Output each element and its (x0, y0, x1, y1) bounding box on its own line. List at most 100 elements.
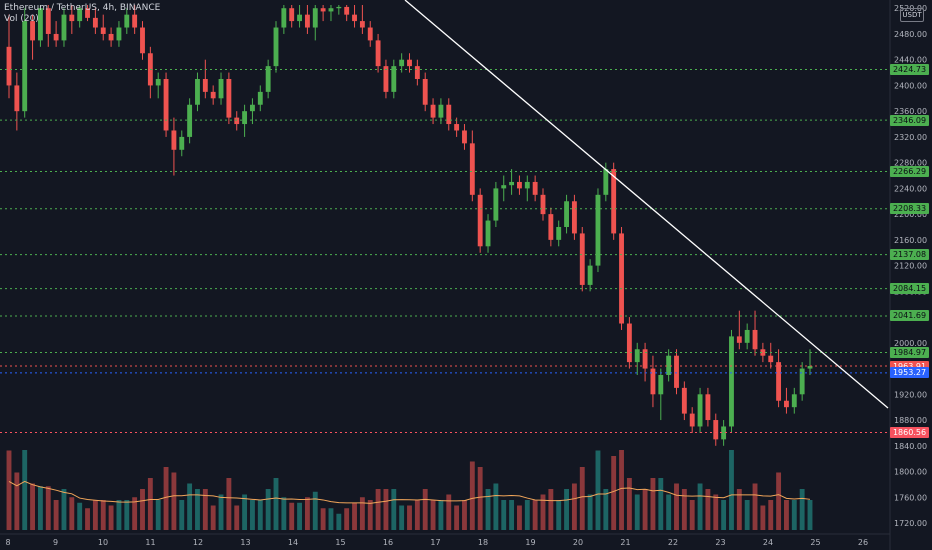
candle-body (92, 17, 98, 28)
volume-bar (540, 494, 546, 530)
volume-bar (45, 486, 51, 530)
candle-body (697, 394, 703, 427)
volume-bar (509, 500, 515, 530)
candle-body (37, 8, 43, 41)
volume-bar (744, 500, 750, 530)
candle-body (210, 91, 216, 99)
volume-bar (611, 456, 617, 530)
level-price-tag: 2208.33 (890, 203, 929, 215)
candle-body (422, 79, 428, 105)
candle-body (352, 14, 357, 22)
candle-body (250, 104, 255, 112)
volume-bar (438, 500, 444, 530)
volume-bar (242, 494, 248, 530)
candle-body (344, 6, 350, 15)
candle-body (69, 14, 75, 22)
candle-body (446, 104, 452, 125)
candle-body (729, 336, 734, 427)
price-tick-label: 1800.00 (894, 468, 927, 477)
price-tick-label: 2480.00 (894, 30, 927, 39)
volume-bar (265, 489, 271, 530)
time-tick-label: 13 (240, 538, 250, 547)
candle-body (414, 66, 420, 79)
volume-bar (736, 489, 742, 530)
candle-body (6, 46, 12, 86)
time-tick-label: 12 (193, 538, 203, 547)
candle-body (666, 355, 672, 375)
candle-body (399, 59, 405, 67)
volume-bar (713, 494, 719, 530)
volume-ma-line (8, 480, 811, 504)
volume-bar (344, 508, 350, 530)
candle-body (22, 21, 28, 112)
level-price-tag: 2424.73 (890, 64, 929, 76)
candle-body (281, 8, 287, 28)
volume-bar (108, 505, 114, 530)
level-price-tag: 2084.15 (890, 283, 929, 295)
candle-body (336, 6, 342, 9)
candle-body (760, 349, 766, 356)
candle-body (202, 79, 208, 92)
volume-indicator-label[interactable]: Vol (20) (4, 14, 39, 24)
candle-body (30, 21, 35, 41)
candle-body (493, 188, 499, 221)
candle-body (501, 185, 507, 189)
volume-bar (501, 500, 507, 530)
time-tick-label: 19 (525, 538, 535, 547)
volume-bar (37, 486, 43, 530)
price-tick-label: 2240.00 (894, 184, 927, 193)
candle-body (375, 40, 381, 67)
volume-bar (234, 505, 240, 530)
volume-bar (116, 500, 122, 530)
symbol-title[interactable]: Ethereum / TetherUS, 4h, BINANCE (4, 3, 161, 13)
volume-bar (202, 489, 208, 530)
candle-body (556, 227, 562, 240)
candle-body (650, 368, 656, 395)
candle-body (140, 27, 145, 54)
candle-body (328, 8, 334, 12)
volume-bar (721, 500, 727, 530)
volume-bar (414, 500, 420, 530)
volume-bar (297, 502, 302, 530)
volume-bar (595, 450, 601, 530)
price-tick-label: 2360.00 (894, 107, 927, 116)
candle-body (407, 59, 412, 67)
candle-body (571, 201, 577, 234)
volume-bar (6, 450, 12, 530)
candle-body (736, 336, 742, 343)
currency-label[interactable]: USDT (900, 8, 924, 22)
candle-body (595, 194, 601, 266)
price-tick-label: 2200.00 (894, 210, 927, 219)
volume-bar (257, 500, 263, 530)
time-tick-label: 24 (763, 538, 773, 547)
volume-bar (391, 489, 397, 530)
volume-bar (289, 502, 295, 530)
level-price-tag: 1860.56 (890, 427, 929, 439)
time-tick-label: 16 (383, 538, 393, 547)
candle-body (454, 124, 460, 131)
candle-body (108, 33, 114, 41)
volume-bar (697, 483, 703, 530)
candle-body (681, 387, 687, 414)
price-tick-label: 2120.00 (894, 262, 927, 271)
volume-bar (163, 467, 169, 530)
level-price-tag: 1963.91 (890, 360, 929, 372)
candle-body (642, 349, 648, 369)
price-tick-label: 2440.00 (894, 56, 927, 65)
candle-body (517, 181, 522, 189)
volume-bar (383, 489, 389, 530)
time-tick-label: 10 (98, 538, 108, 547)
candle-body (619, 233, 624, 324)
candle-body (485, 220, 491, 247)
candle-body (100, 27, 106, 34)
candle-body (768, 355, 774, 363)
volume-bar (634, 494, 640, 530)
price-tick-label: 1880.00 (894, 416, 927, 425)
time-tick-label: 11 (145, 538, 155, 547)
volume-bar (666, 494, 672, 530)
volume-bar (140, 489, 145, 530)
level-price-tag: 1984.97 (890, 346, 929, 358)
time-tick-label: 26 (858, 538, 868, 547)
candle-body (391, 66, 397, 92)
